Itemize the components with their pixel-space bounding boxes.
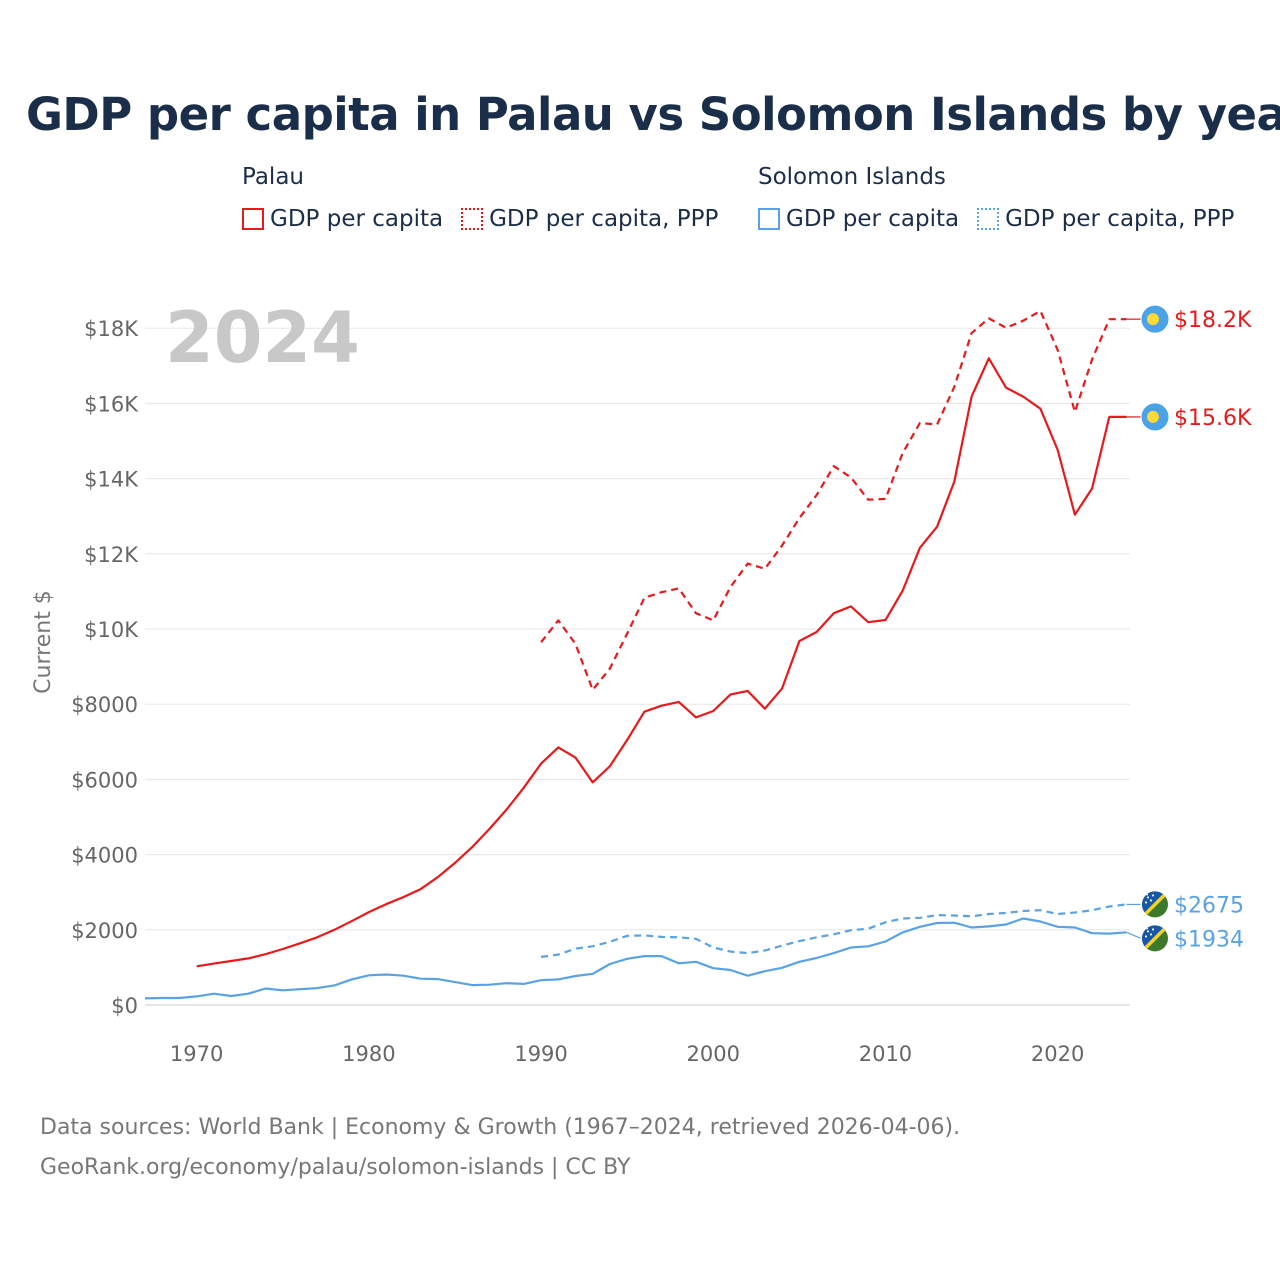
source-note: Data sources: World Bank | Economy & Gro… [40,1108,960,1188]
palau-flag-icon [1140,304,1170,334]
y-tick-label: $8000 [71,693,138,717]
series-lines [144,309,1127,1000]
source-line-2[interactable]: GeoRank.org/economy/palau/solomon-island… [40,1155,631,1180]
series-line-1[interactable] [540,309,1127,692]
flag-outline [1140,402,1170,432]
flag-star [1144,901,1148,904]
flag-star [1146,930,1150,933]
flag-star [1146,896,1150,899]
legend-group-solomon-islands: Solomon Islands GDP per capita GDP per c… [758,164,1234,232]
y-tick-label: $10K [84,618,139,642]
flag-outline [1140,304,1170,334]
flag-disc [1147,410,1159,423]
x-tick-label: 2010 [859,1042,912,1066]
series-line-2[interactable] [144,917,1127,1000]
end-value-label: $2675 [1174,893,1244,918]
legend-swatch-solid [242,208,264,230]
legend-item-label: GDP per capita, PPP [1005,206,1235,232]
legend-group-title: Palau [242,164,304,190]
end-value-label: $1934 [1174,927,1244,952]
y-tick-label: $4000 [71,844,138,868]
end-connector [1126,931,1142,939]
y-tick-label: $12K [84,543,139,567]
end-value-label: $18.2K [1174,308,1252,333]
x-tick-label: 1980 [342,1042,395,1066]
legend-item-label: GDP per capita [270,206,444,232]
y-tick-label: $2000 [71,919,138,943]
line-chart: 2024 $0$2000$4000$6000$8000$10K$12K$14K$… [31,297,1252,1066]
legend-item-palau-gdp[interactable]: GDP per capita [242,206,443,232]
flag-outline [1140,889,1170,919]
end-labels: $18.2K $15.6K $2675 $1934 [1126,304,1252,953]
grid-lines [145,327,1130,1006]
x-tick-label: 1970 [170,1042,223,1066]
y-tick-label: $16K [84,392,139,416]
legend-swatch-dotted [977,208,1000,230]
y-tick-label: $6000 [71,768,138,792]
x-axis: 1970 1980 1990 2000 2010 2020 [170,1042,1084,1066]
x-tick-label: 1990 [514,1042,567,1066]
legend-item-label: GDP per capita, PPP [489,206,719,232]
y-tick-label: $14K [84,468,139,492]
y-axis-title: Current $ [31,590,56,694]
flag-star [1149,899,1153,902]
legend-swatch-solid [758,208,780,230]
flag-star [1144,935,1148,938]
legend-item-solomon-gdp-ppp[interactable]: GDP per capita, PPP [977,206,1234,232]
current-year-label: 2024 [165,297,360,379]
flag-disc [1147,313,1159,326]
legend-item-palau-gdp-ppp[interactable]: GDP per capita, PPP [461,206,718,232]
flag-outline [1140,923,1170,953]
y-tick-label: $0 [111,994,138,1018]
y-tick-label: $18K [84,317,139,341]
legend-item-solomon-gdp[interactable]: GDP per capita [758,206,959,232]
legend-group-palau: Palau GDP per capita GDP per capita, PPP [242,164,718,232]
flag-star [1151,928,1155,931]
flag-star [1151,894,1155,897]
series-line-0[interactable] [196,357,1127,968]
solomon-islands-flag-icon [1140,889,1170,919]
flag-star [1149,933,1153,936]
chart-title: GDP per capita in Palau vs Solomon Islan… [26,88,1280,141]
legend-item-label: GDP per capita [786,206,960,232]
solomon-islands-flag-icon [1140,923,1170,953]
series-line-3[interactable] [540,903,1127,958]
y-axis: $0 $2000 $4000 $6000 $8000 $10K $12K $14K $16K $1… [71,317,139,1018]
end-value-label: $15.6K [1174,406,1252,431]
x-tick-label: 2000 [687,1042,740,1066]
source-line-1: Data sources: World Bank | Economy & Gro… [40,1115,961,1140]
legend-swatch-dotted [461,208,484,230]
palau-flag-icon [1140,402,1170,432]
legend-group-title: Solomon Islands [758,164,946,190]
x-tick-label: 2020 [1031,1042,1084,1066]
